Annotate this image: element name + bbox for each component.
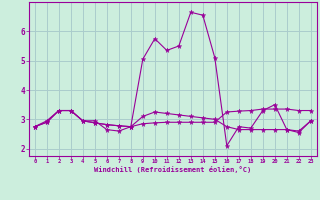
X-axis label: Windchill (Refroidissement éolien,°C): Windchill (Refroidissement éolien,°C): [94, 166, 252, 173]
